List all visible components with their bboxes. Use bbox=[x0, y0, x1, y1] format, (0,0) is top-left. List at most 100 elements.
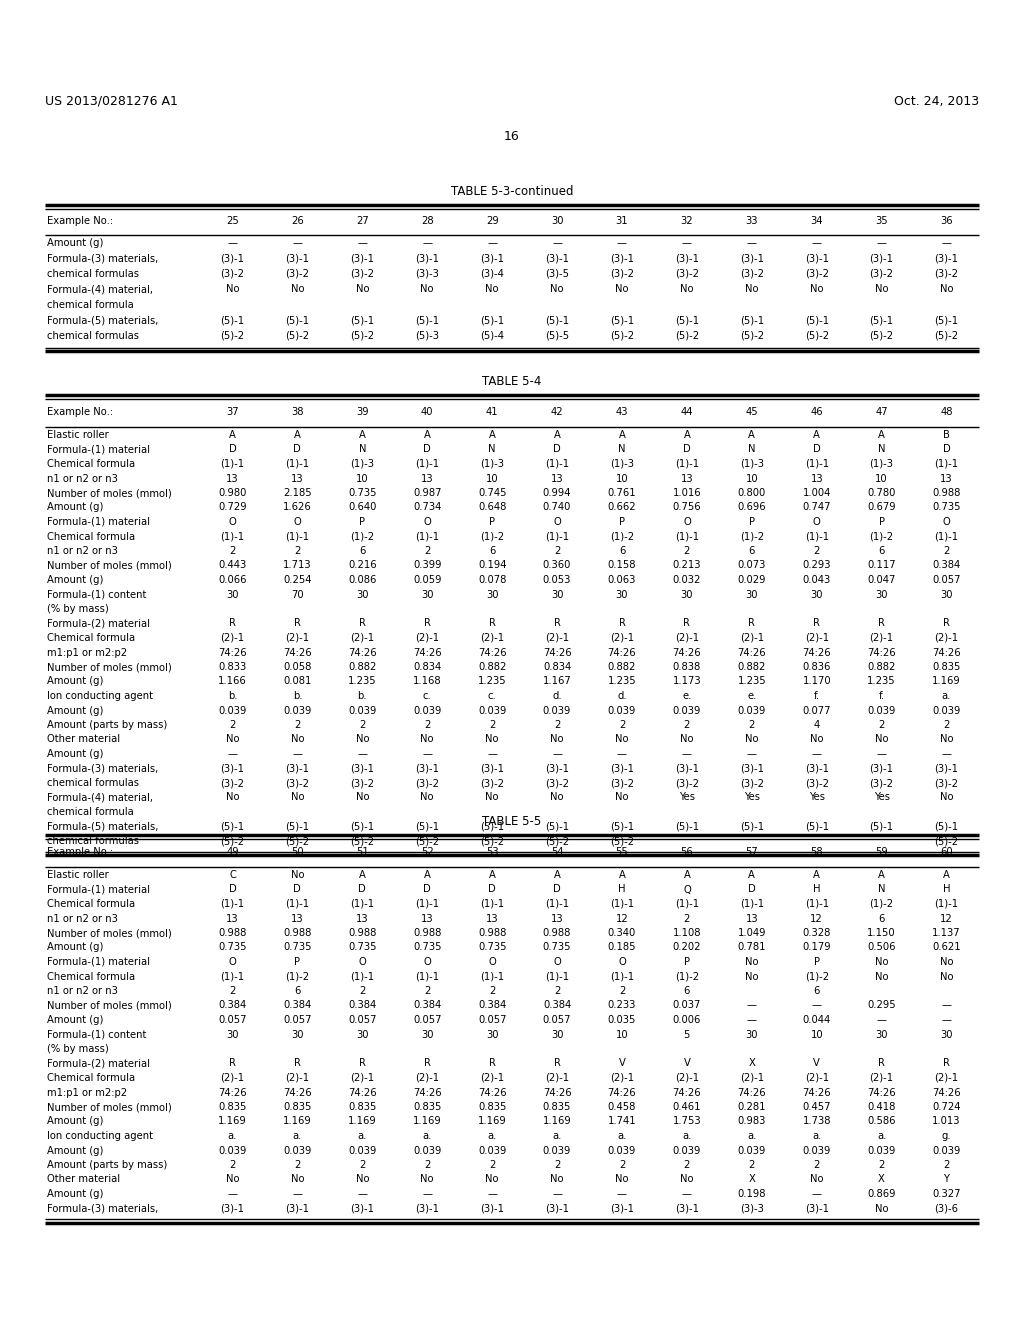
Text: 74:26: 74:26 bbox=[737, 1088, 766, 1097]
Text: Y: Y bbox=[943, 1175, 949, 1184]
Text: R: R bbox=[554, 619, 560, 628]
Text: R: R bbox=[813, 619, 820, 628]
Text: —: — bbox=[682, 238, 692, 248]
Text: (1)-1: (1)-1 bbox=[480, 899, 504, 909]
Text: No: No bbox=[745, 285, 759, 294]
Text: 74:26: 74:26 bbox=[413, 648, 441, 657]
Text: (1)-2: (1)-2 bbox=[869, 532, 894, 541]
Text: (1)-1: (1)-1 bbox=[286, 532, 309, 541]
Text: (5)-1: (5)-1 bbox=[869, 821, 894, 832]
Text: 74:26: 74:26 bbox=[607, 1088, 636, 1097]
Text: 0.179: 0.179 bbox=[803, 942, 831, 953]
Text: (3)-2: (3)-2 bbox=[675, 777, 698, 788]
Text: (3)-1: (3)-1 bbox=[675, 763, 698, 774]
Text: 0.648: 0.648 bbox=[478, 503, 506, 512]
Text: 6: 6 bbox=[813, 986, 820, 997]
Text: (2)-1: (2)-1 bbox=[286, 634, 309, 643]
Text: 5: 5 bbox=[684, 1030, 690, 1040]
Text: 6: 6 bbox=[294, 986, 301, 997]
Text: (5)-2: (5)-2 bbox=[220, 836, 245, 846]
Text: Formula-(2) material: Formula-(2) material bbox=[47, 619, 150, 628]
Text: (3)-2: (3)-2 bbox=[805, 777, 828, 788]
Text: (1)-2: (1)-2 bbox=[739, 532, 764, 541]
Text: 0.057: 0.057 bbox=[932, 576, 961, 585]
Text: Amount (g): Amount (g) bbox=[47, 705, 103, 715]
Text: 30: 30 bbox=[226, 590, 239, 599]
Text: 74:26: 74:26 bbox=[867, 648, 896, 657]
Text: 26: 26 bbox=[291, 216, 304, 226]
Text: —: — bbox=[941, 1001, 951, 1011]
Text: 0.696: 0.696 bbox=[737, 503, 766, 512]
Text: No: No bbox=[615, 734, 629, 744]
Text: (3)-1: (3)-1 bbox=[480, 1204, 504, 1213]
Text: (5)-1: (5)-1 bbox=[675, 315, 699, 326]
Text: A: A bbox=[229, 430, 236, 440]
Text: (3)-1: (3)-1 bbox=[610, 253, 634, 264]
Text: (2)-1: (2)-1 bbox=[220, 634, 245, 643]
Text: (1)-1: (1)-1 bbox=[610, 899, 634, 909]
Text: H: H bbox=[943, 884, 950, 895]
Text: 0.461: 0.461 bbox=[673, 1102, 701, 1111]
Text: 0.833: 0.833 bbox=[218, 663, 247, 672]
Text: 54: 54 bbox=[551, 847, 563, 857]
Text: 0.621: 0.621 bbox=[932, 942, 961, 953]
Text: No: No bbox=[615, 1175, 629, 1184]
Text: (3)-2: (3)-2 bbox=[350, 269, 375, 279]
Text: (3)-1: (3)-1 bbox=[286, 763, 309, 774]
Text: No: No bbox=[355, 792, 369, 803]
Text: (3)-1: (3)-1 bbox=[415, 1204, 439, 1213]
Text: (5)-2: (5)-2 bbox=[350, 836, 375, 846]
Text: (1)-1: (1)-1 bbox=[739, 899, 764, 909]
Text: D: D bbox=[748, 884, 756, 895]
Text: (3)-2: (3)-2 bbox=[869, 777, 894, 788]
Text: 2: 2 bbox=[424, 719, 430, 730]
Text: A: A bbox=[943, 870, 950, 880]
Text: (1)-2: (1)-2 bbox=[675, 972, 699, 982]
Text: 0.039: 0.039 bbox=[673, 1146, 701, 1155]
Text: 0.384: 0.384 bbox=[284, 1001, 311, 1011]
Text: 0.729: 0.729 bbox=[218, 503, 247, 512]
Text: 0.586: 0.586 bbox=[867, 1117, 896, 1126]
Text: (5)-2: (5)-2 bbox=[220, 331, 245, 341]
Text: 30: 30 bbox=[940, 590, 952, 599]
Text: (5)-2: (5)-2 bbox=[350, 331, 375, 341]
Text: 0.039: 0.039 bbox=[933, 705, 961, 715]
Text: 30: 30 bbox=[356, 1030, 369, 1040]
Text: (2)-1: (2)-1 bbox=[805, 1073, 828, 1082]
Text: Formula-(4) material,: Formula-(4) material, bbox=[47, 792, 153, 803]
Text: A: A bbox=[424, 870, 431, 880]
Text: chemical formula: chemical formula bbox=[47, 807, 134, 817]
Text: (3)-2: (3)-2 bbox=[415, 777, 439, 788]
Text: 13: 13 bbox=[421, 913, 433, 924]
Text: 6: 6 bbox=[488, 546, 496, 556]
Text: 0.835: 0.835 bbox=[413, 1102, 441, 1111]
Text: 0.039: 0.039 bbox=[608, 1146, 636, 1155]
Text: (1)-1: (1)-1 bbox=[220, 972, 245, 982]
Text: 46: 46 bbox=[810, 407, 823, 417]
Text: 58: 58 bbox=[810, 847, 823, 857]
Text: (3)-1: (3)-1 bbox=[545, 253, 569, 264]
Text: O: O bbox=[813, 517, 820, 527]
Text: O: O bbox=[683, 517, 691, 527]
Text: 2: 2 bbox=[879, 719, 885, 730]
Text: H: H bbox=[618, 884, 626, 895]
Text: —: — bbox=[616, 1189, 627, 1199]
Text: (1)-2: (1)-2 bbox=[610, 532, 634, 541]
Text: Chemical formula: Chemical formula bbox=[47, 459, 135, 469]
Text: (3)-2: (3)-2 bbox=[286, 777, 309, 788]
Text: 0.039: 0.039 bbox=[933, 1146, 961, 1155]
Text: —: — bbox=[552, 1189, 562, 1199]
Text: —: — bbox=[227, 1189, 238, 1199]
Text: 2: 2 bbox=[294, 546, 301, 556]
Text: 74:26: 74:26 bbox=[803, 1088, 831, 1097]
Text: N: N bbox=[488, 445, 496, 454]
Text: 2: 2 bbox=[554, 546, 560, 556]
Text: 2: 2 bbox=[943, 719, 949, 730]
Text: 0.328: 0.328 bbox=[803, 928, 830, 939]
Text: 0.384: 0.384 bbox=[218, 1001, 247, 1011]
Text: 0.834: 0.834 bbox=[543, 663, 571, 672]
Text: (3)-1: (3)-1 bbox=[545, 763, 569, 774]
Text: 30: 30 bbox=[551, 1030, 563, 1040]
Text: A: A bbox=[488, 870, 496, 880]
Text: (1)-1: (1)-1 bbox=[286, 899, 309, 909]
